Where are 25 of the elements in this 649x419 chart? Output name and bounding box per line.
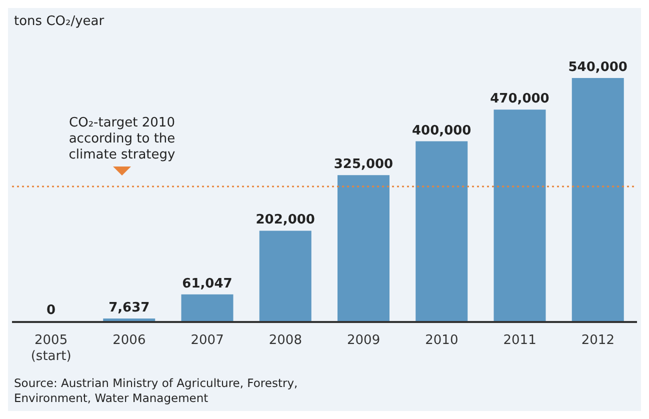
ref-line-label: CO₂-target 2010 according to the climate strategy xyxy=(68,115,176,162)
x-tick-label: 2008 xyxy=(268,333,302,348)
data-label: 202,000 xyxy=(256,212,315,228)
x-tick-label: 2005 (start) xyxy=(30,333,72,364)
bar xyxy=(494,110,546,322)
x-tick-label: 2011 xyxy=(503,333,536,348)
x-tick-label: 2012 xyxy=(581,333,614,348)
x-tick-label: 2006 xyxy=(112,333,146,348)
x-tick-label: 2010 xyxy=(425,333,458,348)
data-label: 0 xyxy=(46,303,56,318)
y-axis-title: tons CO₂/year xyxy=(14,14,104,29)
data-label: 400,000 xyxy=(412,123,472,138)
data-label: 325,000 xyxy=(334,157,394,172)
bar xyxy=(181,294,234,322)
bar xyxy=(416,141,468,322)
data-label: 61,047 xyxy=(182,276,232,292)
x-tick-label: 2007 xyxy=(190,333,224,348)
bar xyxy=(338,175,390,322)
data-label: 540,000 xyxy=(568,60,628,75)
x-tick-label: 2009 xyxy=(347,333,380,348)
bar xyxy=(259,230,312,322)
source-note: Source: Austrian Ministry of Agriculture, Forestry, Environment, Water Management xyxy=(14,376,299,406)
data-label: 7,637 xyxy=(108,300,150,316)
bar xyxy=(572,78,624,322)
data-label: 470,000 xyxy=(490,92,550,107)
